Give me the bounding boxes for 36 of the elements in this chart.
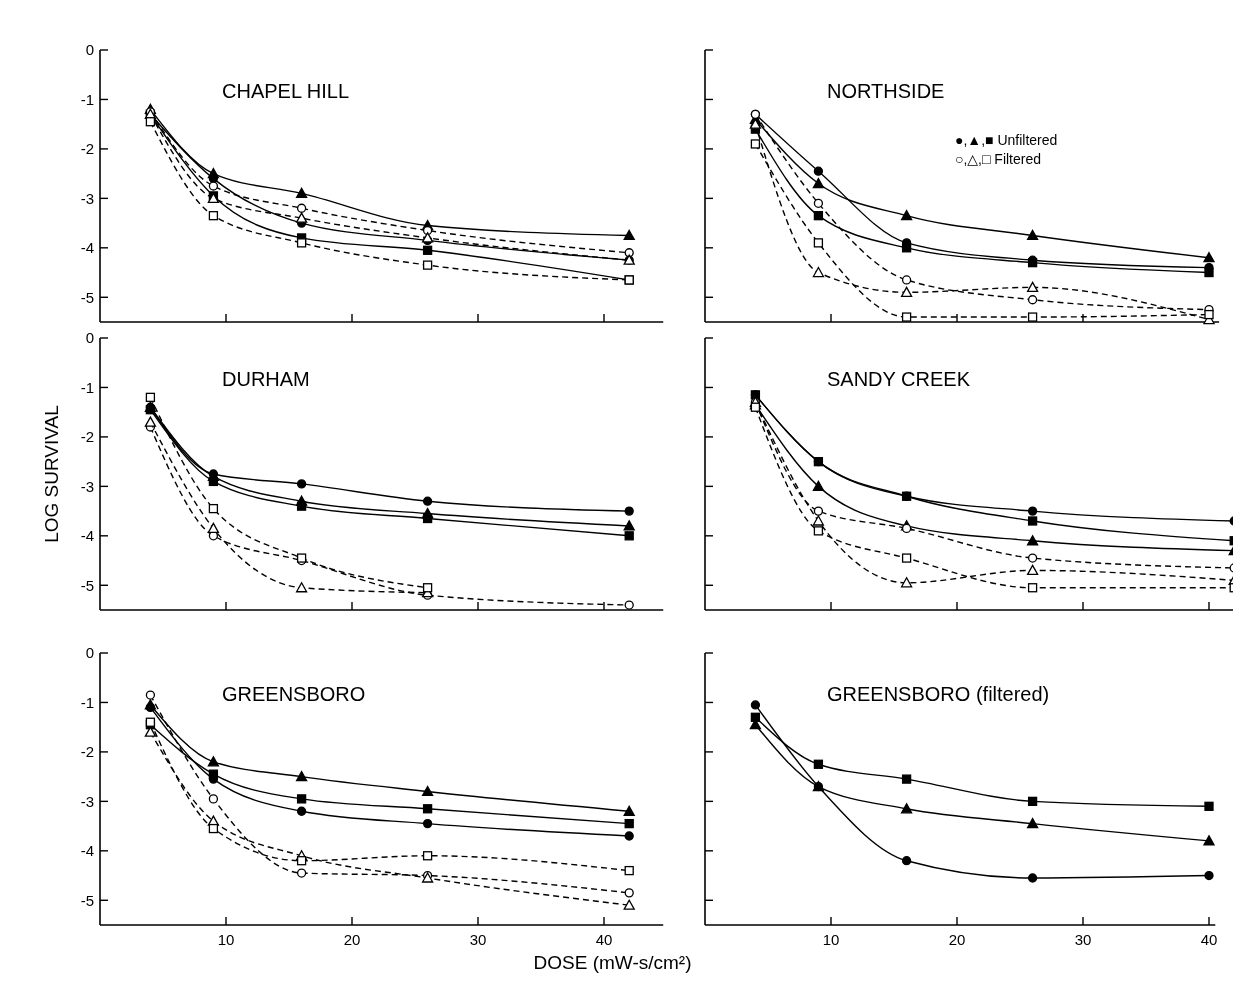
x-tick-label: 20 [948,931,966,948]
y-tick-label: -4 [80,527,94,545]
y-axis-title: LOG SURVIVAL [41,405,62,543]
y-tick-label: -4 [80,239,94,257]
annotation: ●,▲,■ Unfiltered [955,131,1058,148]
x-tick-label: 20 [343,931,361,948]
text: DURHAM [222,368,310,390]
x-tick-label: 30 [1074,931,1092,948]
y-tick-label: -2 [80,428,94,446]
text: GREENSBORO (filtered) [827,683,1050,705]
y-tick-label: -1 [80,693,94,711]
y-tick-label: -2 [80,140,94,158]
text: CHAPEL HILL [222,80,350,102]
y-tick-label: -5 [80,891,94,909]
x-tick-label: 40 [1200,931,1218,948]
x-tick-label: 30 [469,931,487,948]
y-tick-label: -3 [80,189,94,207]
y-tick-label: -5 [80,576,94,594]
text: NORTHSIDE [827,80,945,102]
y-tick-label: -1 [80,90,94,108]
y-tick-label: -5 [80,288,94,306]
y-tick-label: 0 [85,329,94,347]
y-tick-label: -2 [80,743,94,761]
y-tick-label: -1 [80,378,94,396]
x-axis-title: DOSE (mW-s/cm²) [533,952,692,973]
y-tick-label: 0 [85,644,94,662]
y-tick-label: 0 [85,41,94,59]
y-tick-label: -4 [80,842,94,860]
text: SANDY CREEK [827,368,971,390]
y-tick-label: -3 [80,477,94,495]
x-tick-label: 10 [217,931,235,948]
y-tick-label: -3 [80,792,94,810]
text: GREENSBORO [222,683,366,705]
annotation: ○,△,□ Filtered [955,150,1042,167]
x-tick-label: 40 [595,931,613,948]
x-tick-label: 10 [822,931,840,948]
